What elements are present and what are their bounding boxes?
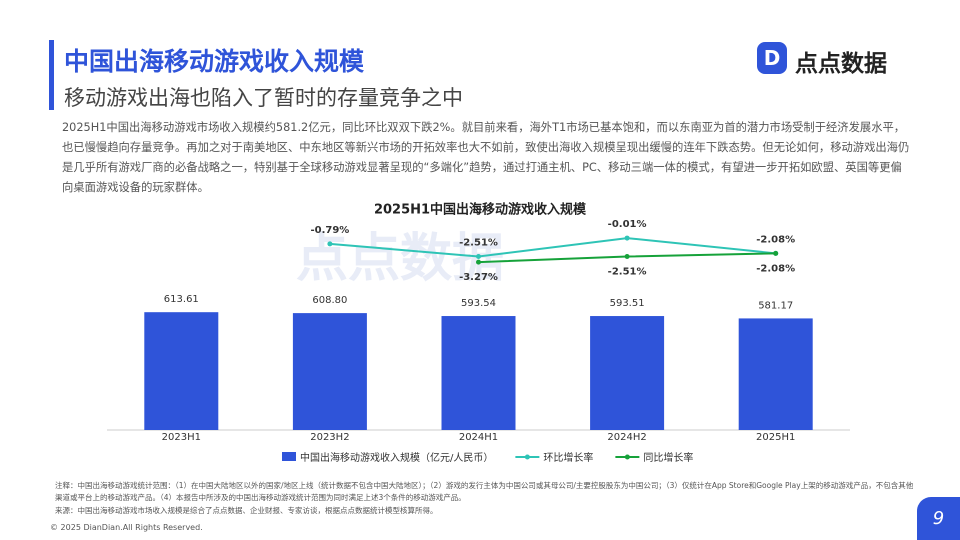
data-label: 608.80 [312, 295, 347, 306]
title: 中国出海移动游戏收入规模 [64, 47, 365, 76]
data-label: 581.17 [758, 300, 793, 311]
data-label: -2.08% [756, 263, 795, 274]
data-label: -2.51% [459, 238, 498, 249]
bar [292, 313, 367, 430]
data-label: -2.51% [608, 267, 647, 278]
legend-swatch [524, 454, 530, 460]
point [773, 250, 779, 256]
data-label: 593.51 [610, 298, 645, 309]
legend-swatch [282, 452, 296, 461]
legend-swatch [624, 454, 630, 460]
watermark: 点点数据 [296, 229, 504, 289]
legend-label: 中国出海移动游戏收入规模（亿元/人民币） [300, 451, 493, 464]
notes: 注释：中国出海移动游戏统计范围：（1）在中国大陆地区以外的国家/地区上线（统计数… [55, 481, 914, 502]
x-tick-label: 2025H1 [756, 432, 795, 443]
bar [441, 316, 516, 430]
x-tick-label: 2024H1 [459, 432, 498, 443]
source: 来源：中国出海移动游戏市场收入规模是综合了点点数据、企业财报、专家访谈，根据点点… [55, 506, 438, 515]
accent-bar [49, 40, 54, 110]
legend-label: 环比增长率 [543, 451, 593, 464]
legend-label: 同比增长率 [643, 451, 693, 464]
bar [144, 312, 219, 430]
point [476, 259, 481, 265]
subtitle: 移动游戏出海也陷入了暂时的存量竞争之中 [64, 86, 463, 110]
point [476, 254, 481, 260]
chart-title: 2025H1中国出海移动游戏收入规模 [374, 202, 587, 218]
copyright: © 2025 DianDian.All Rights Reserved. [50, 523, 203, 532]
paragraph: 2025H1中国出海移动游戏市场收入规模约581.2亿元，同比环比双双下跌2%。… [62, 121, 910, 194]
logo-icon: D [757, 42, 787, 74]
page-number: 9 [917, 497, 960, 540]
data-label: 613.61 [164, 294, 199, 305]
x-tick-label: 2023H2 [310, 432, 349, 443]
point [624, 254, 630, 260]
x-tick-label: 2024H2 [607, 432, 646, 443]
data-label: -0.79% [310, 225, 349, 236]
point [624, 235, 630, 241]
bar [590, 316, 665, 430]
logo-text: 点点数据 [795, 51, 887, 77]
bar [738, 318, 813, 430]
x-tick-label: 2023H1 [162, 432, 201, 443]
point [327, 241, 333, 247]
data-label: -3.27% [459, 272, 498, 283]
data-label: 593.54 [461, 298, 496, 309]
data-label: -2.08% [756, 234, 795, 245]
line [329, 237, 776, 258]
data-label: -0.01% [608, 219, 647, 230]
chart: 点点数据 2025H1中国出海移动游戏收入规模 2023H1 2023H2 2024… [107, 202, 850, 464]
